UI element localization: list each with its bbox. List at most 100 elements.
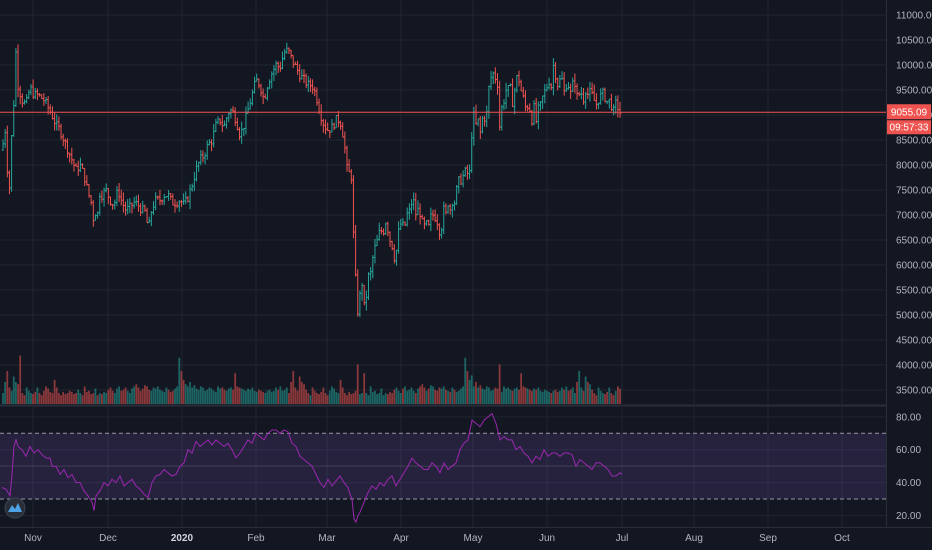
volume-bar bbox=[591, 389, 593, 404]
volume-bar bbox=[180, 371, 183, 404]
volume-bar bbox=[423, 387, 426, 404]
indicator-line[interactable] bbox=[1, 412, 623, 524]
volume-bar bbox=[337, 393, 340, 404]
volume-bar bbox=[111, 390, 114, 404]
volume-bar bbox=[335, 391, 338, 404]
volume-bar bbox=[524, 387, 527, 404]
volume-bar bbox=[341, 387, 344, 404]
volume-bar bbox=[490, 390, 492, 404]
volume-bar bbox=[397, 390, 400, 404]
time-tick-label: 2020 bbox=[171, 533, 194, 544]
volume-bar bbox=[163, 391, 166, 404]
volume-bar bbox=[217, 386, 219, 404]
time-tick-label: Sep bbox=[759, 533, 777, 544]
volume-bar bbox=[283, 389, 286, 404]
volume-bar bbox=[49, 391, 52, 404]
volume-bar bbox=[333, 388, 335, 404]
volume-bar bbox=[90, 394, 93, 404]
grid bbox=[0, 0, 932, 528]
volume-bar bbox=[105, 393, 108, 404]
volume-bar bbox=[124, 387, 127, 404]
volume-bar bbox=[483, 389, 486, 404]
volume-bar bbox=[277, 389, 280, 404]
volume-bar bbox=[94, 388, 97, 404]
volume-bar bbox=[425, 390, 428, 404]
volume-bar bbox=[382, 395, 385, 404]
volume-bar bbox=[70, 391, 73, 404]
volume-bar bbox=[604, 394, 606, 404]
volume-bar bbox=[533, 388, 535, 404]
volume-bar bbox=[404, 386, 406, 404]
time-tick-label: Aug bbox=[685, 533, 703, 544]
price-bar[interactable] bbox=[618, 101, 622, 118]
volume-bar bbox=[449, 391, 452, 404]
price-tick-label: 4000.00 bbox=[896, 361, 932, 372]
price-axis[interactable]: 11000.0010500.0010000.009500.009000.0085… bbox=[896, 11, 932, 522]
volume-pane bbox=[2, 355, 621, 404]
volume-bar bbox=[60, 395, 62, 404]
volume-bar bbox=[505, 388, 507, 404]
volume-bar bbox=[612, 395, 615, 404]
volume-bar bbox=[68, 390, 71, 404]
volume-bar bbox=[389, 391, 391, 404]
volume-bar bbox=[176, 386, 179, 404]
volume-bar bbox=[101, 394, 103, 404]
time-tick-label: Feb bbox=[247, 533, 265, 544]
volume-bar bbox=[492, 389, 495, 404]
volume-bar bbox=[543, 389, 546, 404]
volume-bar bbox=[58, 393, 60, 404]
time-axis[interactable]: Nov Dec 2020 Feb Mar Apr May Jun Jul Aug Sep Oct bbox=[24, 533, 850, 544]
volume-bar bbox=[365, 393, 368, 404]
volume-bar bbox=[64, 394, 67, 404]
broker-logo[interactable] bbox=[4, 497, 26, 519]
volume-bar bbox=[322, 387, 325, 404]
time-tick-label: May bbox=[464, 533, 483, 544]
volume-bar bbox=[556, 391, 559, 404]
volume-bar bbox=[34, 391, 37, 404]
volume-bar bbox=[12, 376, 15, 404]
volume-bar bbox=[503, 386, 505, 404]
volume-bar bbox=[292, 371, 295, 404]
volume-bar bbox=[240, 388, 243, 404]
volume-bar bbox=[290, 382, 292, 404]
volume-bar bbox=[154, 388, 157, 404]
volume-bar bbox=[311, 387, 314, 404]
volume-bar bbox=[268, 389, 271, 404]
time-tick-label: Jun bbox=[539, 533, 555, 544]
volume-bar bbox=[232, 389, 234, 404]
volume-bar bbox=[139, 390, 142, 404]
price-tick-label: 6500.00 bbox=[896, 236, 932, 247]
volume-bar bbox=[356, 364, 359, 404]
volume-bar bbox=[460, 388, 462, 404]
volume-bar bbox=[586, 382, 589, 404]
volume-bar bbox=[266, 390, 269, 404]
volume-bar bbox=[270, 391, 273, 404]
volume-bar bbox=[513, 388, 516, 404]
volume-bar bbox=[75, 393, 77, 404]
price-pane[interactable] bbox=[1, 42, 622, 318]
volume-bar bbox=[369, 386, 372, 404]
volume-bar bbox=[386, 394, 389, 404]
volume-bar bbox=[133, 386, 136, 404]
volume-bar bbox=[363, 373, 366, 404]
volume-bar bbox=[354, 390, 357, 404]
volume-bar bbox=[79, 393, 82, 404]
indicator-pane[interactable] bbox=[0, 412, 886, 524]
volume-bar bbox=[494, 387, 497, 404]
volume-bar bbox=[21, 393, 24, 404]
volume-bar bbox=[118, 386, 120, 404]
volume-bar bbox=[350, 394, 353, 404]
volume-bar bbox=[537, 387, 540, 404]
volume-bar bbox=[522, 386, 525, 404]
volume-bar bbox=[275, 387, 277, 404]
volume-bar bbox=[343, 393, 346, 404]
volume-bar bbox=[242, 389, 245, 404]
volume-bar bbox=[141, 388, 144, 404]
volume-bar bbox=[219, 388, 222, 404]
volume-bar bbox=[51, 393, 54, 404]
indicator-tick-label: 80.00 bbox=[896, 412, 921, 423]
volume-bar bbox=[528, 389, 531, 404]
volume-bar bbox=[27, 390, 30, 404]
volume-bar bbox=[548, 391, 550, 404]
volume-bar bbox=[8, 387, 11, 404]
